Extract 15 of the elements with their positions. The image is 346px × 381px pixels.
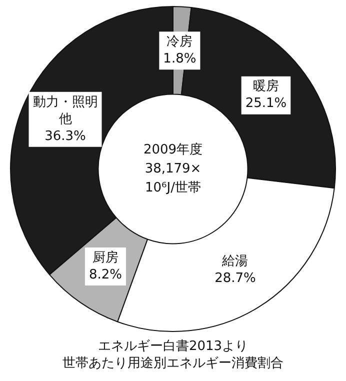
data-label: 28.7%	[214, 270, 256, 286]
slice-label: 冷房	[166, 33, 193, 50]
slice-label: 動力・照明他	[32, 94, 98, 127]
data-label: 25.1%	[245, 96, 287, 112]
data-label: 36.3%	[44, 128, 86, 144]
slice-label: 厨房	[92, 249, 118, 266]
text: 38,179×	[144, 161, 202, 176]
text: 10⁶J/世帯	[145, 180, 201, 196]
text: 2009年度	[143, 141, 203, 158]
text: エネルギー白書2013より	[96, 338, 250, 355]
data-label: 1.8%	[163, 51, 196, 66]
slice-label: 給湯	[221, 254, 248, 269]
data-label: 8.2%	[88, 267, 122, 282]
text: 世帯あたり用途別エネルギー消費割合	[62, 355, 284, 372]
slice-label: 暖房	[252, 78, 279, 94]
